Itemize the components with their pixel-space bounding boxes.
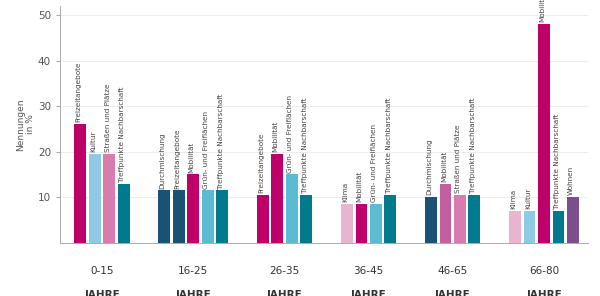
Bar [469, 195, 481, 243]
Y-axis label: Nennungen
in %: Nennungen in % [16, 98, 35, 151]
Text: Treffpunkte Nachbarschaft: Treffpunkte Nachbarschaft [119, 86, 125, 182]
Text: Durchmischung: Durchmischung [427, 139, 433, 195]
Bar [440, 184, 451, 243]
Text: Mobilität: Mobilität [188, 141, 194, 173]
Text: Mobilität: Mobilität [441, 150, 447, 182]
Text: Mobilität: Mobilität [272, 121, 278, 152]
Text: JAHRE: JAHRE [351, 290, 386, 296]
Text: Grün- und Freiflächen: Grün- und Freiflächen [203, 110, 209, 189]
Text: Mobilität: Mobilität [539, 0, 545, 22]
Bar [89, 154, 101, 243]
Bar [216, 190, 228, 243]
Text: Treffpunkte Nachbarschaft: Treffpunkte Nachbarschaft [302, 98, 308, 193]
Text: Klima: Klima [342, 182, 348, 202]
Bar [257, 195, 269, 243]
Text: JAHRE: JAHRE [84, 290, 120, 296]
Text: 0-15: 0-15 [90, 266, 114, 276]
Bar [538, 24, 550, 243]
Text: Klima: Klima [511, 189, 517, 209]
Text: Freizeitangebote: Freizeitangebote [174, 128, 180, 189]
Text: Durchmischung: Durchmischung [160, 132, 166, 189]
Bar [286, 174, 298, 243]
Text: Kultur: Kultur [90, 131, 96, 152]
Bar [118, 184, 130, 243]
Bar [425, 197, 437, 243]
Bar [301, 195, 312, 243]
Text: Kultur: Kultur [525, 188, 531, 209]
Bar [341, 204, 353, 243]
Text: JAHRE: JAHRE [267, 290, 302, 296]
Bar [385, 195, 396, 243]
Text: Treffpunkte Nachbarschaft: Treffpunkte Nachbarschaft [470, 98, 476, 193]
Text: Freizeitangebote: Freizeitangebote [76, 62, 82, 123]
Bar [509, 211, 521, 243]
Bar [187, 174, 199, 243]
Bar [356, 204, 367, 243]
Bar [370, 204, 382, 243]
Text: Freizeitangebote: Freizeitangebote [258, 133, 264, 193]
Text: 16-25: 16-25 [178, 266, 208, 276]
Bar [553, 211, 565, 243]
Text: 46-65: 46-65 [437, 266, 468, 276]
Bar [202, 190, 214, 243]
Text: Grün- und Freiflächen: Grün- und Freiflächen [371, 124, 377, 202]
Text: Treffpunkte Nachbarschaft: Treffpunkte Nachbarschaft [218, 93, 224, 189]
Bar [567, 197, 579, 243]
Text: 36-45: 36-45 [353, 266, 384, 276]
Text: 26-35: 26-35 [269, 266, 300, 276]
Text: JAHRE: JAHRE [435, 290, 470, 296]
Text: Straßen und Plätze: Straßen und Plätze [104, 83, 110, 152]
Text: Mobilität: Mobilität [357, 171, 363, 202]
Bar [74, 124, 86, 243]
Text: Treffpunkte Nachbarschaft: Treffpunkte Nachbarschaft [386, 98, 392, 193]
Text: JAHRE: JAHRE [526, 290, 562, 296]
Text: Straßen und Plätze: Straßen und Plätze [455, 125, 461, 193]
Bar [158, 190, 170, 243]
Text: 66-80: 66-80 [529, 266, 559, 276]
Bar [524, 211, 535, 243]
Text: Treffpunkte Nachbarschaft: Treffpunkte Nachbarschaft [554, 114, 560, 209]
Bar [271, 154, 283, 243]
Text: JAHRE: JAHRE [175, 290, 211, 296]
Text: Grün- und Freiflächen: Grün- und Freiflächen [287, 95, 293, 173]
Bar [454, 195, 466, 243]
Bar [173, 190, 185, 243]
Text: Wohnen: Wohnen [568, 166, 574, 195]
Bar [103, 154, 115, 243]
